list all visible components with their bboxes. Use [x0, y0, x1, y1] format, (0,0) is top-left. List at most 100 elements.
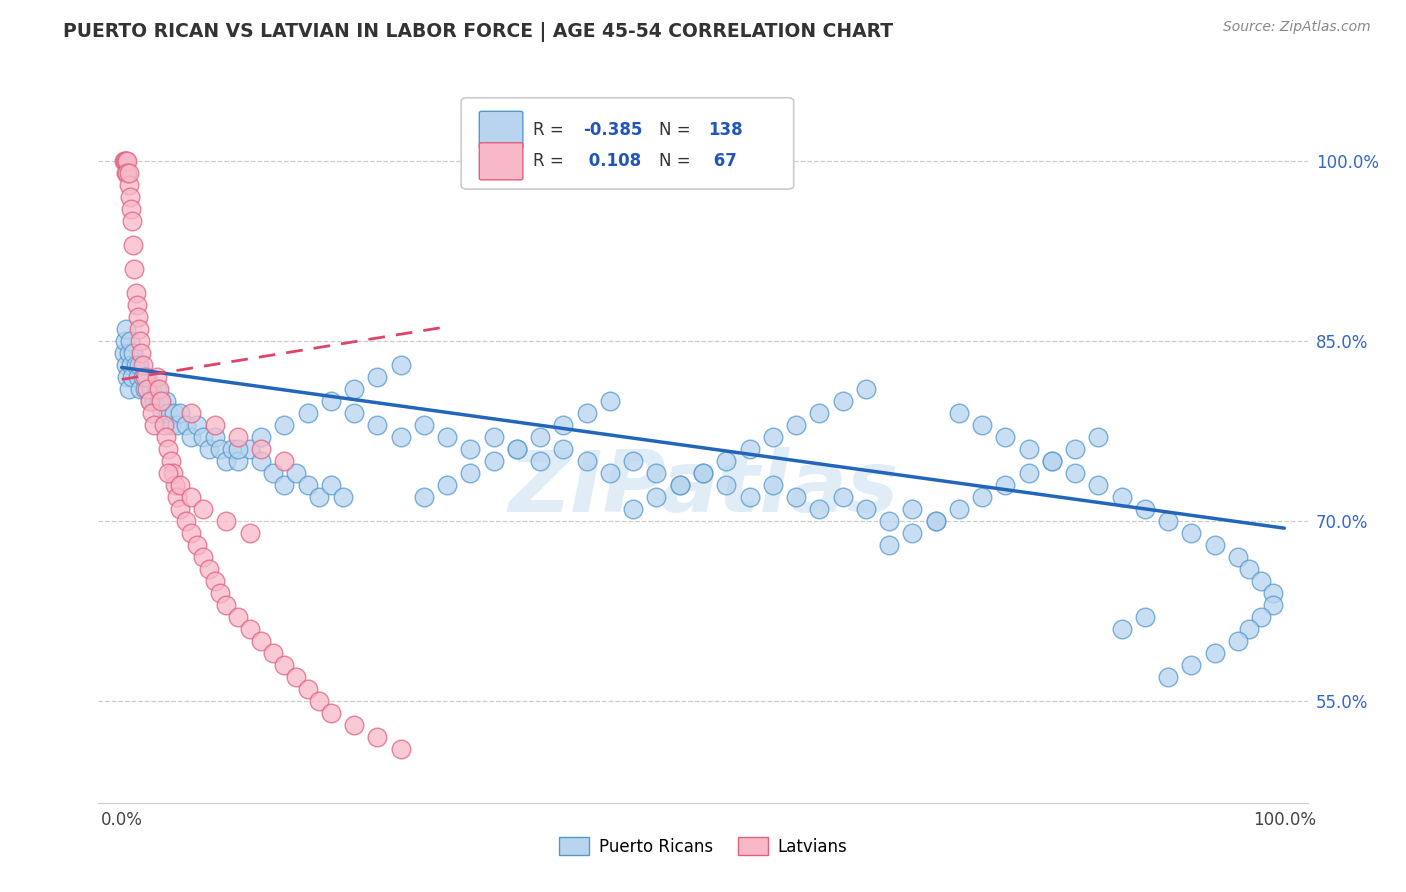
Point: [226, 442, 249, 456]
Point: [273, 657, 295, 672]
Point: [145, 382, 167, 396]
Point: [180, 430, 202, 444]
Point: [297, 406, 319, 420]
Point: [1064, 442, 1087, 456]
Point: [924, 514, 946, 528]
Text: N =: N =: [659, 153, 692, 170]
Point: [125, 298, 148, 312]
Point: [174, 514, 197, 528]
Point: [1111, 490, 1133, 504]
Point: [157, 442, 180, 456]
Text: ZIPatlas: ZIPatlas: [508, 447, 898, 531]
Point: [239, 442, 262, 456]
Point: [145, 370, 167, 384]
Point: [150, 406, 173, 420]
Text: R =: R =: [533, 121, 564, 139]
Point: [436, 478, 458, 492]
Point: [1180, 525, 1202, 540]
Point: [1018, 466, 1040, 480]
Point: [118, 334, 141, 348]
Point: [482, 454, 505, 468]
Point: [117, 166, 139, 180]
Text: 67: 67: [707, 153, 737, 170]
Point: [1204, 538, 1226, 552]
Point: [157, 466, 180, 480]
Point: [180, 490, 202, 504]
Point: [343, 406, 366, 420]
Point: [738, 490, 761, 504]
Point: [332, 490, 354, 504]
Point: [115, 358, 138, 372]
Point: [855, 502, 877, 516]
Point: [575, 406, 598, 420]
Point: [150, 394, 173, 409]
Point: [180, 406, 202, 420]
Point: [180, 525, 202, 540]
Point: [436, 430, 458, 444]
Point: [191, 502, 214, 516]
Point: [1018, 442, 1040, 456]
Point: [460, 466, 482, 480]
Point: [389, 358, 412, 372]
Point: [1239, 622, 1261, 636]
Point: [1204, 646, 1226, 660]
Point: [114, 154, 136, 169]
Text: R =: R =: [533, 153, 564, 170]
FancyBboxPatch shape: [461, 98, 793, 189]
Point: [901, 502, 924, 516]
Point: [621, 502, 644, 516]
Point: [506, 442, 529, 456]
Point: [134, 382, 156, 396]
Point: [692, 466, 714, 480]
Point: [262, 466, 284, 480]
Point: [343, 718, 366, 732]
Point: [262, 646, 284, 660]
Point: [319, 478, 342, 492]
Point: [169, 502, 191, 516]
Point: [1226, 549, 1249, 564]
Text: 0.108: 0.108: [583, 153, 641, 170]
Point: [1133, 502, 1156, 516]
Point: [529, 454, 551, 468]
Text: -0.385: -0.385: [583, 121, 643, 139]
Point: [716, 454, 738, 468]
Point: [366, 730, 388, 744]
Point: [948, 406, 970, 420]
Point: [250, 430, 273, 444]
Point: [128, 322, 150, 336]
Point: [191, 430, 214, 444]
Point: [482, 430, 505, 444]
Point: [143, 417, 166, 432]
Point: [138, 394, 160, 409]
Point: [273, 454, 295, 468]
Point: [1261, 586, 1284, 600]
Point: [1250, 574, 1272, 588]
Point: [553, 442, 575, 456]
Point: [209, 442, 232, 456]
Point: [112, 154, 135, 169]
Point: [118, 190, 141, 204]
Point: [141, 406, 163, 420]
Point: [1157, 670, 1180, 684]
Point: [1111, 622, 1133, 636]
Point: [209, 586, 232, 600]
Point: [169, 478, 191, 492]
Point: [204, 430, 226, 444]
Point: [131, 358, 153, 372]
Point: [831, 490, 853, 504]
Point: [129, 382, 152, 396]
Point: [204, 417, 226, 432]
Point: [994, 478, 1017, 492]
Point: [138, 394, 160, 409]
Point: [250, 454, 273, 468]
Point: [155, 394, 177, 409]
Point: [115, 322, 138, 336]
Point: [273, 417, 295, 432]
Text: PUERTO RICAN VS LATVIAN IN LABOR FORCE | AGE 45-54 CORRELATION CHART: PUERTO RICAN VS LATVIAN IN LABOR FORCE |…: [63, 22, 893, 42]
Point: [124, 286, 146, 301]
Point: [553, 417, 575, 432]
Point: [204, 574, 226, 588]
Point: [136, 382, 159, 396]
Point: [1133, 610, 1156, 624]
FancyBboxPatch shape: [479, 143, 523, 180]
